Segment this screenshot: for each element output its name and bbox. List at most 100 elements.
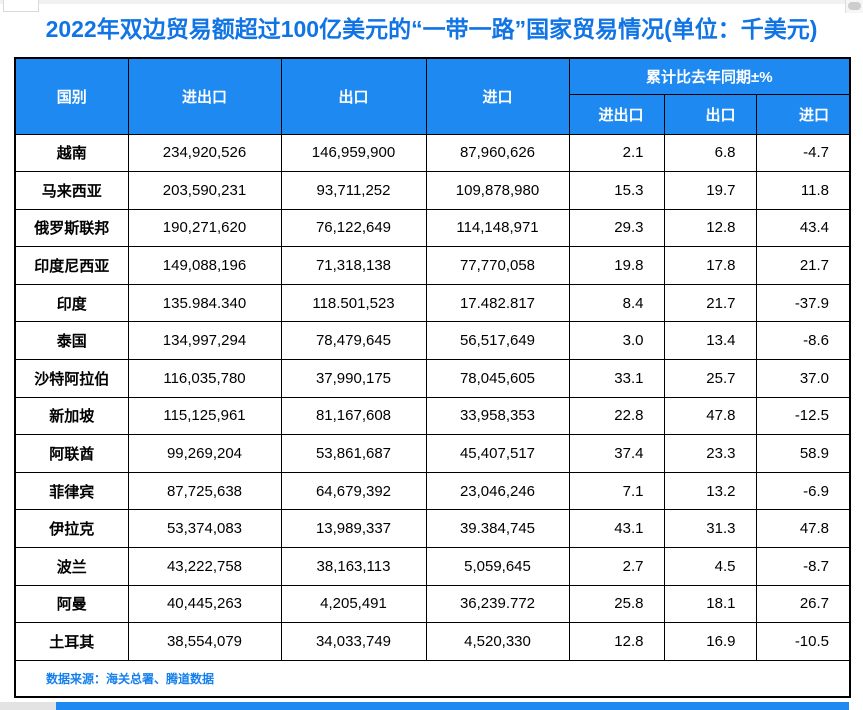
import-cell: 5,059,645 xyxy=(425,547,570,586)
table-row: 波兰 43,222,758 38,163,113 5,059,645 2.7 4… xyxy=(14,547,851,586)
country-cell: 印度尼西亚 xyxy=(14,246,129,285)
import-cell: 23,046,246 xyxy=(425,471,570,511)
yoy-export-cell: 13.4 xyxy=(663,321,757,361)
total-trade-cell: 134,997,294 xyxy=(127,321,282,361)
import-cell: 114,148,971 xyxy=(425,208,570,248)
import-cell: 17.482.817 xyxy=(425,283,570,323)
yoy-total-cell: 7.1 xyxy=(568,471,665,511)
total-trade-cell: 99,269,204 xyxy=(127,434,282,473)
yoy-total-cell: 33.1 xyxy=(568,359,665,398)
import-cell: 4,520,330 xyxy=(425,622,570,661)
import-cell: 56,517,649 xyxy=(425,321,570,361)
export-cell: 93,711,252 xyxy=(280,171,427,210)
export-cell: 38,163,113 xyxy=(280,547,427,586)
yoy-total-cell: 29.3 xyxy=(568,208,665,248)
yoy-export-cell: 19.7 xyxy=(663,171,757,210)
country-cell: 马来西亚 xyxy=(14,171,129,210)
yoy-total-cell: 25.8 xyxy=(568,584,665,624)
yoy-export-cell: 23.3 xyxy=(663,434,757,473)
total-trade-cell: 43,222,758 xyxy=(127,547,282,586)
yoy-total-cell: 2.1 xyxy=(568,133,665,173)
yoy-total-cell: 19.8 xyxy=(568,246,665,285)
header-total-trade: 进出口 xyxy=(127,57,282,135)
import-cell: 36,239.772 xyxy=(425,584,570,624)
export-cell: 53,861,687 xyxy=(280,434,427,473)
import-cell: 87,960,626 xyxy=(425,133,570,173)
yoy-export-cell: 13.2 xyxy=(663,471,757,511)
yoy-import-cell: 47.8 xyxy=(755,509,851,549)
yoy-export-cell: 47.8 xyxy=(663,396,757,436)
table-row: 沙特阿拉伯 116,035,780 37,990,175 78,045,605 … xyxy=(14,359,851,398)
yoy-import-cell: -37.9 xyxy=(755,283,851,323)
total-trade-cell: 40,445,263 xyxy=(127,584,282,624)
yoy-import-cell: 11.8 xyxy=(755,171,851,210)
yoy-import-cell: -6.9 xyxy=(755,471,851,511)
scrollbar-thumb-icon[interactable] xyxy=(848,2,861,10)
country-cell: 泰国 xyxy=(14,321,129,361)
country-cell: 阿联酋 xyxy=(14,434,129,473)
yoy-export-cell: 18.1 xyxy=(663,584,757,624)
table-row: 马来西亚 203,590,231 93,711,252 109,878,980 … xyxy=(14,171,851,210)
country-cell: 波兰 xyxy=(14,547,129,586)
country-cell: 俄罗斯联邦 xyxy=(14,208,129,248)
yoy-export-cell: 16.9 xyxy=(663,622,757,661)
export-cell: 64,679,392 xyxy=(280,471,427,511)
source-row: 数据来源：海关总署、腾道数据 xyxy=(14,659,851,698)
yoy-import-cell: 43.4 xyxy=(755,208,851,248)
yoy-export-cell: 31.3 xyxy=(663,509,757,549)
scrollbar-fragment[interactable] xyxy=(845,0,863,13)
export-cell: 13,989,337 xyxy=(280,509,427,549)
total-trade-cell: 38,554,079 xyxy=(127,622,282,661)
header-row-1: 国别 进出口 出口 进口 累计比去年同期±% xyxy=(14,57,851,135)
yoy-total-cell: 3.0 xyxy=(568,321,665,361)
header-yoy-group: 累计比去年同期±% xyxy=(568,57,851,95)
yoy-import-cell: 26.7 xyxy=(755,584,851,624)
table-row: 俄罗斯联邦 190,271,620 76,122,649 114,148,971… xyxy=(14,208,851,248)
export-cell: 71,318,138 xyxy=(280,246,427,285)
table-row: 印度 135.984.340 118.501,523 17.482.817 8.… xyxy=(14,283,851,323)
export-cell: 37,990,175 xyxy=(280,359,427,398)
yoy-import-cell: 21.7 xyxy=(755,246,851,285)
yoy-export-cell: 17.8 xyxy=(663,246,757,285)
yoy-import-cell: -10.5 xyxy=(755,622,851,661)
yoy-export-cell: 12.8 xyxy=(663,208,757,248)
total-trade-cell: 87,725,638 xyxy=(127,471,282,511)
table-row: 越南 234,920,526 146,959,900 87,960,626 2.… xyxy=(14,133,851,173)
export-cell: 34,033,749 xyxy=(280,622,427,661)
total-trade-cell: 203,590,231 xyxy=(127,171,282,210)
total-trade-cell: 135.984.340 xyxy=(127,283,282,323)
header-export: 出口 xyxy=(280,57,427,135)
table-row: 菲律宾 87,725,638 64,679,392 23,046,246 7.1… xyxy=(14,471,851,511)
country-cell: 沙特阿拉伯 xyxy=(14,359,129,398)
export-cell: 76,122,649 xyxy=(280,208,427,248)
country-cell: 伊拉克 xyxy=(14,509,129,549)
export-cell: 4,205,491 xyxy=(280,584,427,624)
yoy-total-cell: 8.4 xyxy=(568,283,665,323)
total-trade-cell: 149,088,196 xyxy=(127,246,282,285)
header-import: 进口 xyxy=(425,57,570,135)
export-cell: 146,959,900 xyxy=(280,133,427,173)
yoy-import-cell: -12.5 xyxy=(755,396,851,436)
import-cell: 109,878,980 xyxy=(425,171,570,210)
total-trade-cell: 53,374,083 xyxy=(127,509,282,549)
export-cell: 78,479,645 xyxy=(280,321,427,361)
country-cell: 越南 xyxy=(14,133,129,173)
table-body: 越南 234,920,526 146,959,900 87,960,626 2.… xyxy=(14,133,851,661)
table-footer: 数据来源：海关总署、腾道数据 xyxy=(14,659,851,698)
table-row: 印度尼西亚 149,088,196 71,318,138 77,770,058 … xyxy=(14,246,851,285)
country-cell: 新加坡 xyxy=(14,396,129,436)
import-cell: 78,045,605 xyxy=(425,359,570,398)
window-bottom-corner xyxy=(0,702,56,710)
page-title: 2022年双边贸易额超过100亿美元的“一带一路”国家贸易情况(单位：千美元) xyxy=(45,16,818,42)
table-row: 泰国 134,997,294 78,479,645 56,517,649 3.0… xyxy=(14,321,851,361)
yoy-total-cell: 2.7 xyxy=(568,547,665,586)
country-cell: 土耳其 xyxy=(14,622,129,661)
yoy-total-cell: 15.3 xyxy=(568,171,665,210)
total-trade-cell: 116,035,780 xyxy=(127,359,282,398)
export-cell: 118.501,523 xyxy=(280,283,427,323)
table-row: 阿曼 40,445,263 4,205,491 36,239.772 25.8 … xyxy=(14,584,851,624)
import-cell: 33,958,353 xyxy=(425,396,570,436)
yoy-total-cell: 37.4 xyxy=(568,434,665,473)
table-header: 国别 进出口 出口 进口 累计比去年同期±% 进出口 出口 进口 xyxy=(14,57,851,135)
